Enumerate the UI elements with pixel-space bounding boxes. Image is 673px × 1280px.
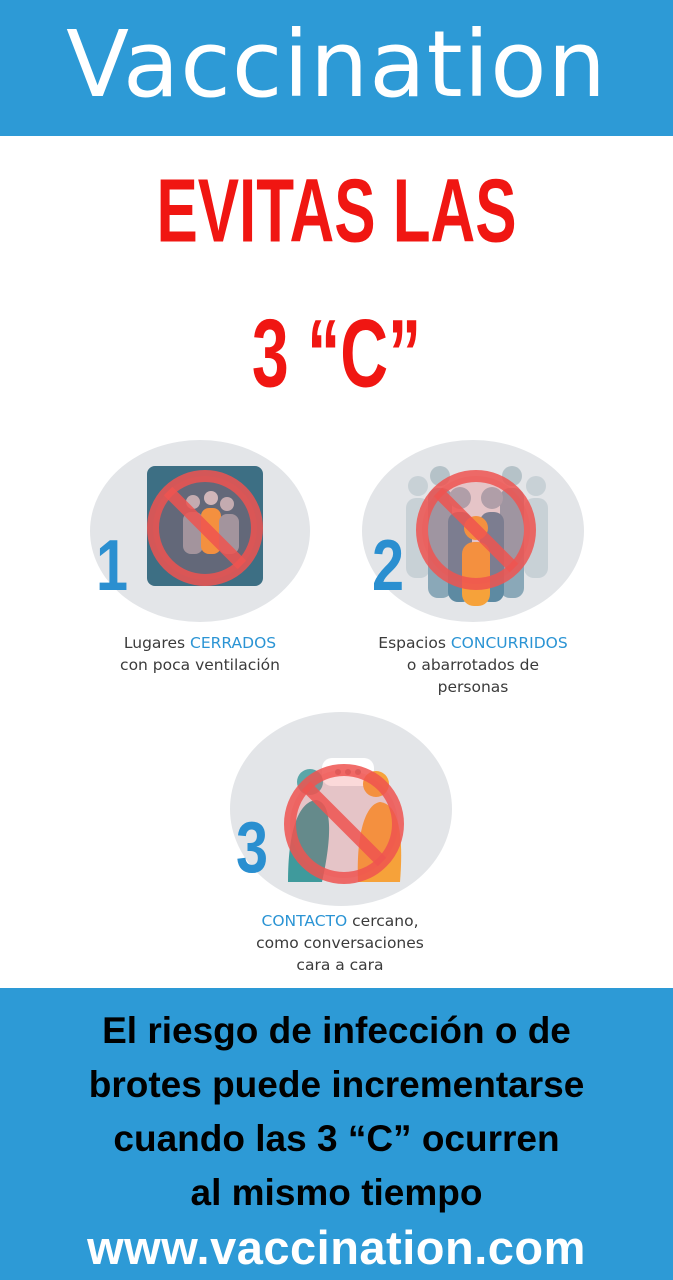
footer-message-line: El riesgo de infección o de bbox=[102, 1010, 571, 1051]
footer-banner bbox=[0, 988, 673, 1280]
caption-highlight: CERRADOS bbox=[190, 634, 277, 652]
item-3-number: 3 bbox=[236, 808, 269, 888]
website-url: www.vaccination.com bbox=[87, 1221, 586, 1274]
footer-message-line: brotes puede incrementarse bbox=[88, 1064, 585, 1105]
closed-room-icon bbox=[147, 466, 263, 586]
caption-highlight: CONCURRIDOS bbox=[450, 634, 568, 652]
item-3-caption: CONTACTO cercano, como conversaciones ca… bbox=[200, 910, 480, 976]
page-title: Vaccination bbox=[66, 11, 607, 118]
caption-text: cara a cara bbox=[296, 956, 384, 974]
item-2-caption: Espacios CONCURRIDOS o abarrotados de pe… bbox=[328, 632, 618, 698]
headline-line-1: EVITAS LAS bbox=[156, 160, 517, 262]
item-1-number: 1 bbox=[96, 526, 129, 606]
crowd-icon bbox=[406, 466, 548, 606]
item-2-number: 2 bbox=[372, 526, 405, 606]
caption-text: o abarrotados de bbox=[406, 656, 540, 674]
footer-message-line: al mismo tiempo bbox=[190, 1172, 483, 1213]
close-contact-icon bbox=[284, 758, 404, 884]
header-banner: Vaccination bbox=[0, 0, 673, 136]
caption-text: cercano, bbox=[347, 912, 419, 930]
footer-message-line: cuando las 3 “C” ocurren bbox=[113, 1118, 560, 1159]
item-1-caption: Lugares CERRADOS con poca ventilación bbox=[60, 632, 340, 676]
caption-text: personas bbox=[437, 678, 509, 696]
footer-message: El riesgo de infección o de brotes puede… bbox=[0, 1004, 673, 1220]
caption-text: con poca ventilación bbox=[120, 656, 280, 674]
caption-highlight: CONTACTO bbox=[261, 912, 348, 930]
caption-text: Espacios bbox=[378, 634, 451, 652]
caption-text: Lugares bbox=[123, 634, 190, 652]
caption-text: como conversaciones bbox=[256, 934, 424, 952]
headline-line-2: 3 “C” bbox=[251, 300, 422, 408]
